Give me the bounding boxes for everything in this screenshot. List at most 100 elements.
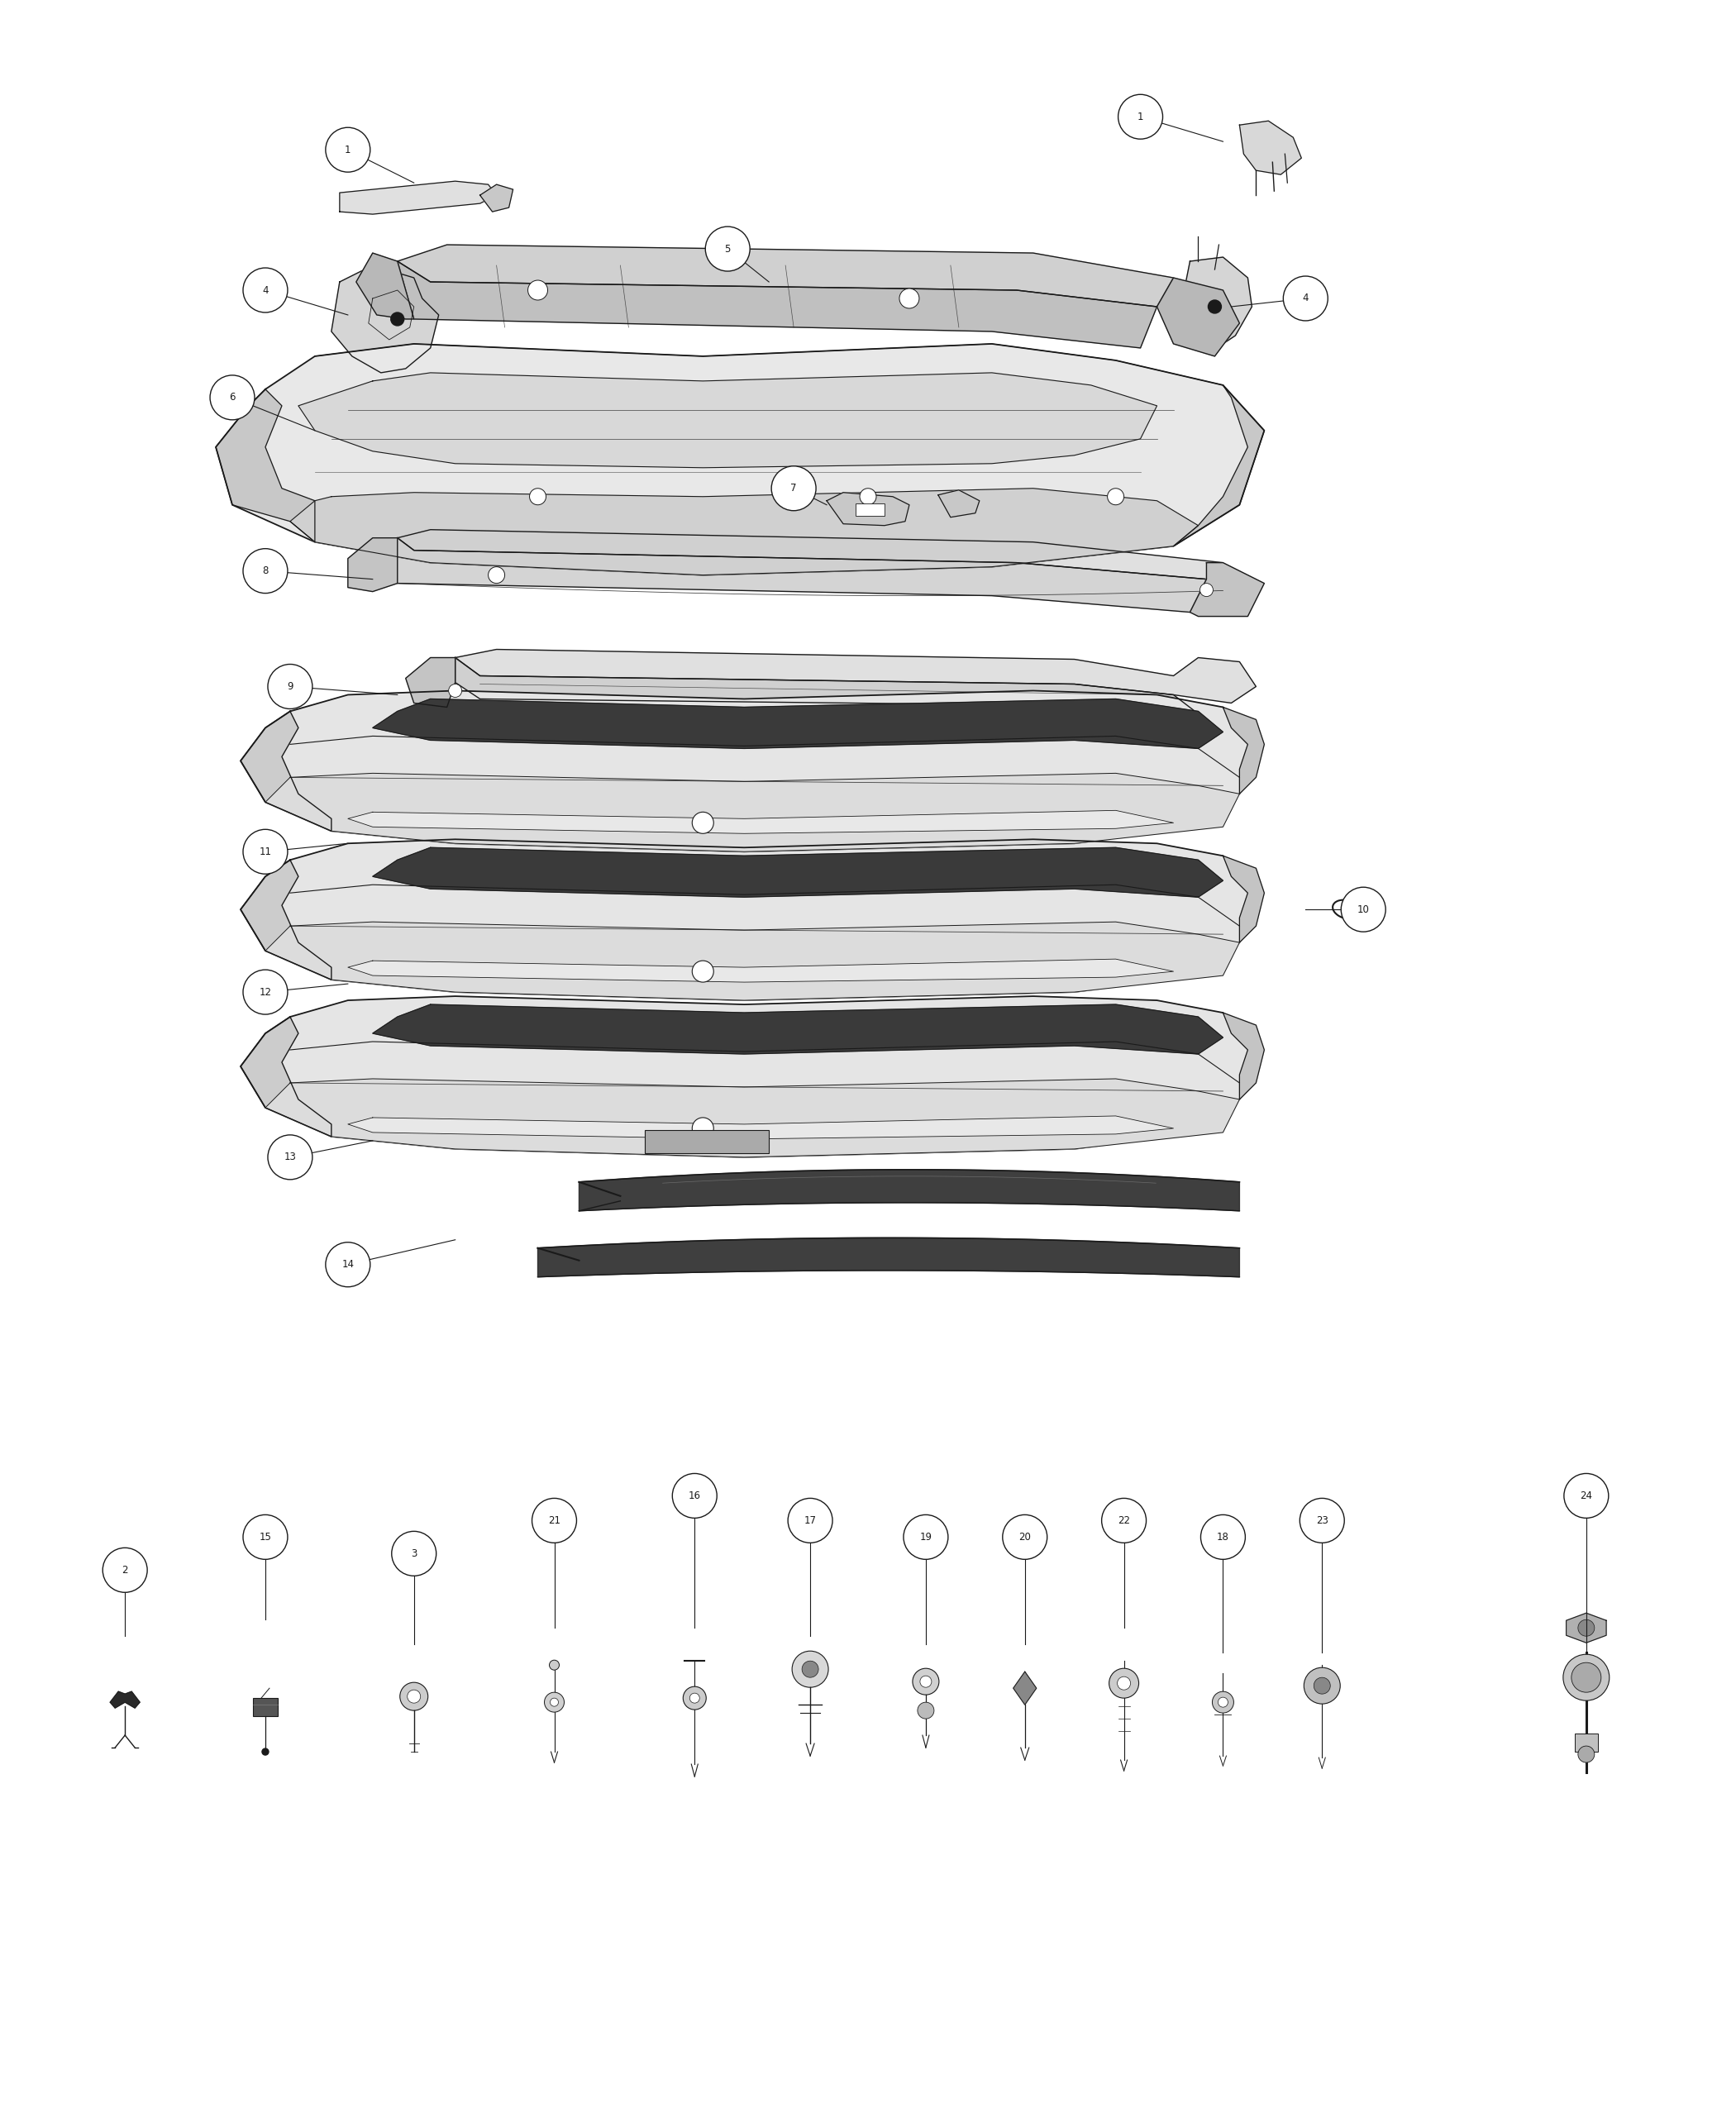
Circle shape [326, 1242, 370, 1286]
Polygon shape [538, 1237, 1240, 1277]
Circle shape [392, 1530, 436, 1577]
Polygon shape [373, 1003, 1222, 1054]
Bar [1575, 1733, 1597, 1752]
Circle shape [1578, 1619, 1594, 1636]
Polygon shape [1222, 856, 1264, 942]
Circle shape [448, 685, 462, 698]
Circle shape [1578, 1745, 1594, 1762]
Circle shape [920, 1676, 932, 1686]
Text: 3: 3 [411, 1547, 417, 1560]
Circle shape [682, 1686, 707, 1710]
Circle shape [1300, 1499, 1344, 1543]
Polygon shape [266, 921, 1240, 1001]
Circle shape [693, 961, 713, 982]
Circle shape [693, 812, 713, 833]
Circle shape [243, 828, 288, 875]
Text: 11: 11 [259, 845, 271, 858]
Circle shape [243, 1516, 288, 1560]
Circle shape [705, 226, 750, 272]
Circle shape [408, 1691, 420, 1703]
Circle shape [788, 1499, 833, 1543]
Text: 15: 15 [259, 1533, 271, 1543]
Polygon shape [266, 774, 1240, 852]
Polygon shape [1174, 386, 1264, 546]
Text: 23: 23 [1316, 1516, 1328, 1526]
Text: 12: 12 [259, 987, 271, 997]
Circle shape [1118, 95, 1163, 139]
Polygon shape [373, 538, 1207, 611]
Circle shape [859, 489, 877, 504]
Polygon shape [937, 489, 979, 516]
Polygon shape [1222, 706, 1264, 795]
Polygon shape [241, 710, 332, 831]
Circle shape [243, 548, 288, 592]
Text: 1: 1 [345, 145, 351, 156]
Circle shape [262, 1748, 269, 1756]
Text: 10: 10 [1358, 904, 1370, 915]
Circle shape [689, 1693, 700, 1703]
Circle shape [326, 126, 370, 173]
Polygon shape [398, 529, 1222, 580]
Polygon shape [347, 538, 398, 592]
Text: 1: 1 [1137, 112, 1144, 122]
Text: 4: 4 [1302, 293, 1309, 304]
Circle shape [1564, 1473, 1609, 1518]
Text: 4: 4 [262, 285, 269, 295]
Polygon shape [241, 997, 1257, 1157]
Circle shape [672, 1473, 717, 1518]
Text: 2: 2 [122, 1564, 128, 1575]
Circle shape [1304, 1667, 1340, 1703]
Circle shape [903, 1516, 948, 1560]
Polygon shape [340, 181, 496, 215]
Polygon shape [406, 658, 455, 706]
Circle shape [1208, 299, 1222, 314]
Circle shape [243, 268, 288, 312]
Circle shape [529, 489, 547, 504]
Circle shape [550, 1699, 559, 1705]
Polygon shape [241, 839, 1257, 1001]
Polygon shape [356, 253, 413, 318]
Polygon shape [347, 1115, 1174, 1138]
Circle shape [549, 1661, 559, 1670]
Text: 9: 9 [286, 681, 293, 691]
Circle shape [267, 1134, 312, 1180]
Polygon shape [299, 373, 1156, 468]
Polygon shape [398, 261, 1156, 348]
Text: 5: 5 [724, 245, 731, 255]
Circle shape [1340, 887, 1385, 932]
Bar [253, 1699, 278, 1716]
Bar [856, 504, 885, 516]
Polygon shape [826, 493, 910, 525]
Text: 20: 20 [1019, 1533, 1031, 1543]
Polygon shape [580, 1170, 1240, 1210]
Text: 22: 22 [1118, 1516, 1130, 1526]
Circle shape [802, 1661, 818, 1678]
Circle shape [528, 280, 547, 299]
Polygon shape [398, 245, 1174, 306]
Polygon shape [373, 700, 1222, 748]
Polygon shape [1156, 278, 1240, 356]
Circle shape [1118, 1676, 1130, 1691]
Polygon shape [332, 266, 439, 373]
Circle shape [1283, 276, 1328, 320]
Circle shape [243, 970, 288, 1014]
Circle shape [1219, 1697, 1227, 1707]
Polygon shape [479, 186, 514, 211]
Polygon shape [241, 860, 332, 980]
Circle shape [545, 1693, 564, 1712]
Polygon shape [215, 390, 314, 542]
Circle shape [771, 466, 816, 510]
Circle shape [399, 1682, 429, 1710]
Polygon shape [1014, 1672, 1036, 1705]
Polygon shape [1222, 1012, 1264, 1100]
Polygon shape [455, 658, 1198, 715]
Circle shape [1571, 1663, 1601, 1693]
Polygon shape [241, 1016, 332, 1136]
Text: 16: 16 [689, 1490, 701, 1501]
Text: 19: 19 [920, 1533, 932, 1543]
Circle shape [1562, 1655, 1609, 1701]
Circle shape [1109, 1667, 1139, 1699]
Polygon shape [347, 809, 1174, 833]
Circle shape [693, 1117, 713, 1138]
Circle shape [488, 567, 505, 584]
